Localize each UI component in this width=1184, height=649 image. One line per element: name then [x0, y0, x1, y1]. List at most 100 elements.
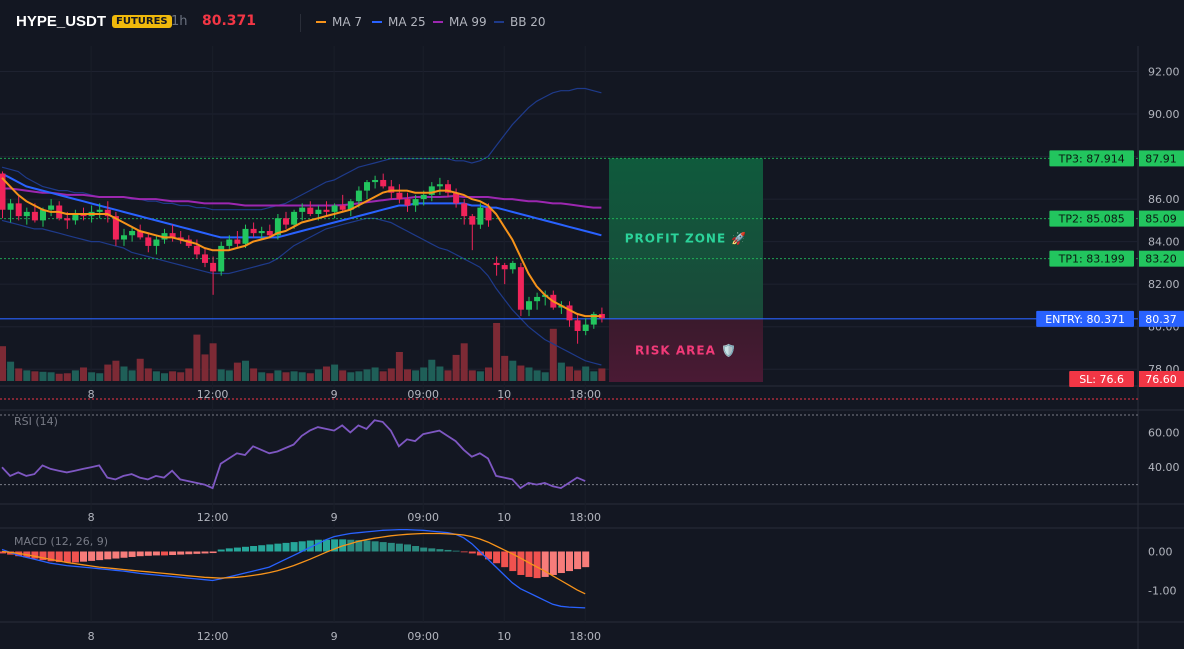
volume-bar [266, 373, 274, 381]
candle-body [477, 207, 484, 225]
legend-ma99[interactable]: MA 99 [433, 15, 487, 29]
volume-bar [476, 371, 484, 381]
volume-bar [31, 371, 39, 381]
macd-histogram-bar [404, 544, 411, 552]
volume-bar [71, 370, 79, 381]
volume-bar [306, 373, 314, 381]
tp1-tag-bg [1049, 250, 1134, 267]
volume-bar [15, 368, 23, 381]
legend-bb20[interactable]: BB 20 [494, 15, 546, 29]
candle-body [226, 239, 233, 246]
profit-zone-label: PROFIT ZONE 🚀 [625, 232, 748, 246]
entry-tag-bg [1036, 310, 1134, 327]
time-tick-label: 9 [331, 511, 338, 524]
volume-bar [363, 369, 371, 381]
macd-histogram-bar [347, 539, 355, 552]
macd-histogram-bar [517, 551, 525, 575]
volume-bar [452, 354, 460, 381]
macd-histogram-bar [144, 551, 152, 556]
candle-body [218, 245, 225, 272]
candle-body [129, 231, 136, 236]
macd-histogram-bar [436, 549, 444, 552]
interval-label[interactable]: 1h [171, 14, 188, 29]
symbol-title[interactable]: HYPE_USDT [16, 13, 107, 30]
chart-header: HYPE_USDT FUTURES 1h 80.371 MA 7 MA 25 M… [0, 0, 1184, 46]
macd-line [1, 528, 586, 609]
volume-bar [404, 369, 411, 381]
macd-histogram-bar [104, 551, 112, 560]
volume-bar [63, 373, 71, 381]
rsi-tick-label: 40.00 [1148, 461, 1180, 474]
macd-histogram-bar [323, 539, 330, 552]
candle-body [461, 203, 468, 217]
macd-histogram-bar [395, 543, 403, 552]
last-price: 80.371 [202, 13, 257, 29]
candle-body [242, 228, 249, 244]
volume-bar [314, 369, 322, 381]
macd-histogram-bar [501, 551, 509, 568]
macd-histogram-bar [452, 550, 460, 552]
candle-body [364, 182, 370, 191]
macd-histogram-bar [371, 541, 379, 552]
candle-body [396, 192, 403, 200]
volume-bar [509, 360, 517, 381]
volume-bar [355, 371, 363, 381]
volume-bar [582, 366, 590, 381]
volume-bar [493, 323, 501, 381]
candle-body [372, 179, 379, 183]
volume-bar [47, 372, 55, 381]
volume-bar [201, 354, 209, 381]
time-tick-label: 9 [331, 388, 338, 401]
candle-body [40, 209, 46, 221]
macd-histogram-bar [31, 551, 39, 559]
volume-bar [112, 360, 120, 381]
volume-bar [185, 368, 193, 381]
volume-bar [395, 352, 403, 381]
volume-bar [169, 371, 177, 381]
price-tick-label: 84.00 [1148, 236, 1180, 249]
macd-histogram-bar [169, 551, 177, 556]
time-tick-label: 18:00 [569, 388, 601, 401]
candle-body [112, 216, 119, 240]
macd-tick-label: 0.00 [1148, 545, 1173, 558]
time-tick-label: 12:00 [197, 630, 229, 643]
macd-histogram-bar [96, 551, 104, 561]
candle-body [104, 209, 111, 217]
legend-ma25-label: MA 25 [388, 15, 426, 29]
macd-histogram-bar [298, 541, 306, 552]
volume-bar [533, 370, 541, 381]
ma7-swatch [316, 20, 326, 23]
legend-ma25[interactable]: MA 25 [372, 15, 426, 29]
legend-ma7-label: MA 7 [332, 15, 363, 29]
macd-histogram-bar [55, 551, 63, 563]
volume-bar [339, 370, 347, 381]
tp2-tag-bg [1049, 210, 1134, 227]
macd-histogram-bar [574, 551, 582, 570]
profit-zone [609, 158, 763, 319]
candle-body [307, 207, 314, 214]
candle-body [493, 262, 500, 266]
macd-histogram-bar [582, 551, 590, 568]
legend-ma7[interactable]: MA 7 [316, 15, 362, 29]
volume-bar [23, 370, 31, 381]
volume-bar [379, 371, 387, 381]
time-tick-label: 18:00 [569, 630, 601, 643]
volume-bar [209, 343, 217, 381]
volume-bar [96, 373, 104, 381]
macd-histogram-bar [282, 542, 290, 552]
risk-area [609, 318, 763, 382]
candle-body [323, 209, 330, 212]
sl-axis-label: 76.60 [1145, 373, 1177, 386]
volume-bar [88, 372, 96, 381]
volume-bar [282, 372, 290, 381]
tp1-axis-label: 83.20 [1145, 253, 1177, 266]
volume-bar [250, 368, 258, 381]
candle-body [404, 199, 411, 206]
macd-histogram-bar [428, 548, 436, 552]
candle-body [517, 267, 524, 310]
volume-bar [242, 360, 249, 381]
volume-bar [387, 368, 395, 381]
candle-body [23, 211, 30, 217]
candle-body [590, 313, 597, 325]
